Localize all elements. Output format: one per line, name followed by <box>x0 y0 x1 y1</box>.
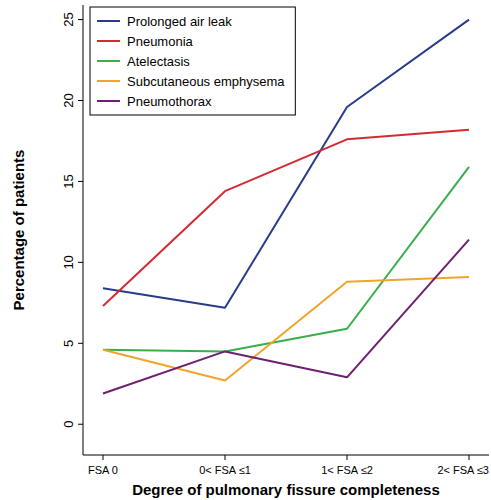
legend-label: Subcutaneous emphysema <box>127 74 285 89</box>
y-tick-label: 5 <box>61 340 76 347</box>
x-tick-label: 2< FSA ≤3 <box>437 464 489 476</box>
y-tick <box>78 262 83 263</box>
x-axis <box>83 455 489 456</box>
legend-label: Prolonged air leak <box>127 14 232 29</box>
x-tick <box>103 455 104 460</box>
legend-swatch <box>97 60 120 62</box>
y-tick <box>78 181 83 182</box>
y-tick-label: 25 <box>61 12 76 26</box>
legend-label: Pneumonia <box>127 34 194 49</box>
y-axis <box>83 5 84 455</box>
y-axis-title: Percentage of patients <box>10 150 27 311</box>
y-tick <box>78 100 83 101</box>
y-tick <box>78 343 83 344</box>
y-tick-label: 20 <box>61 93 76 107</box>
chart: 0 5 10 15 20 25 FSA 0 0< FSA ≤1 1< FSA ≤2 2< FSA … <box>0 0 491 500</box>
y-tick-label: 0 <box>61 421 76 428</box>
legend-swatch <box>97 80 120 82</box>
x-tick <box>225 455 226 460</box>
y-tick <box>78 424 83 425</box>
x-tick-label: 1< FSA ≤2 <box>321 464 373 476</box>
legend: Prolonged air leak Pneumonia Atelectasis Su… <box>90 7 295 115</box>
y-tick-label: 10 <box>61 255 76 269</box>
series-line <box>103 240 469 394</box>
y-tick <box>78 19 83 20</box>
legend-swatch <box>97 100 120 102</box>
x-tick-label: 0< FSA ≤1 <box>199 464 251 476</box>
legend-box <box>90 7 295 115</box>
y-tick-label: 15 <box>61 174 76 188</box>
legend-label: Atelectasis <box>127 54 190 69</box>
legend-swatch <box>97 40 120 42</box>
legend-label: Pneumothorax <box>127 94 212 109</box>
x-tick <box>469 455 470 460</box>
x-axis-title: Degree of pulmonary fissure completeness <box>132 481 440 498</box>
legend-swatch <box>97 20 120 22</box>
series-line <box>103 167 469 352</box>
x-tick <box>347 455 348 460</box>
x-tick-label: FSA 0 <box>88 464 118 476</box>
